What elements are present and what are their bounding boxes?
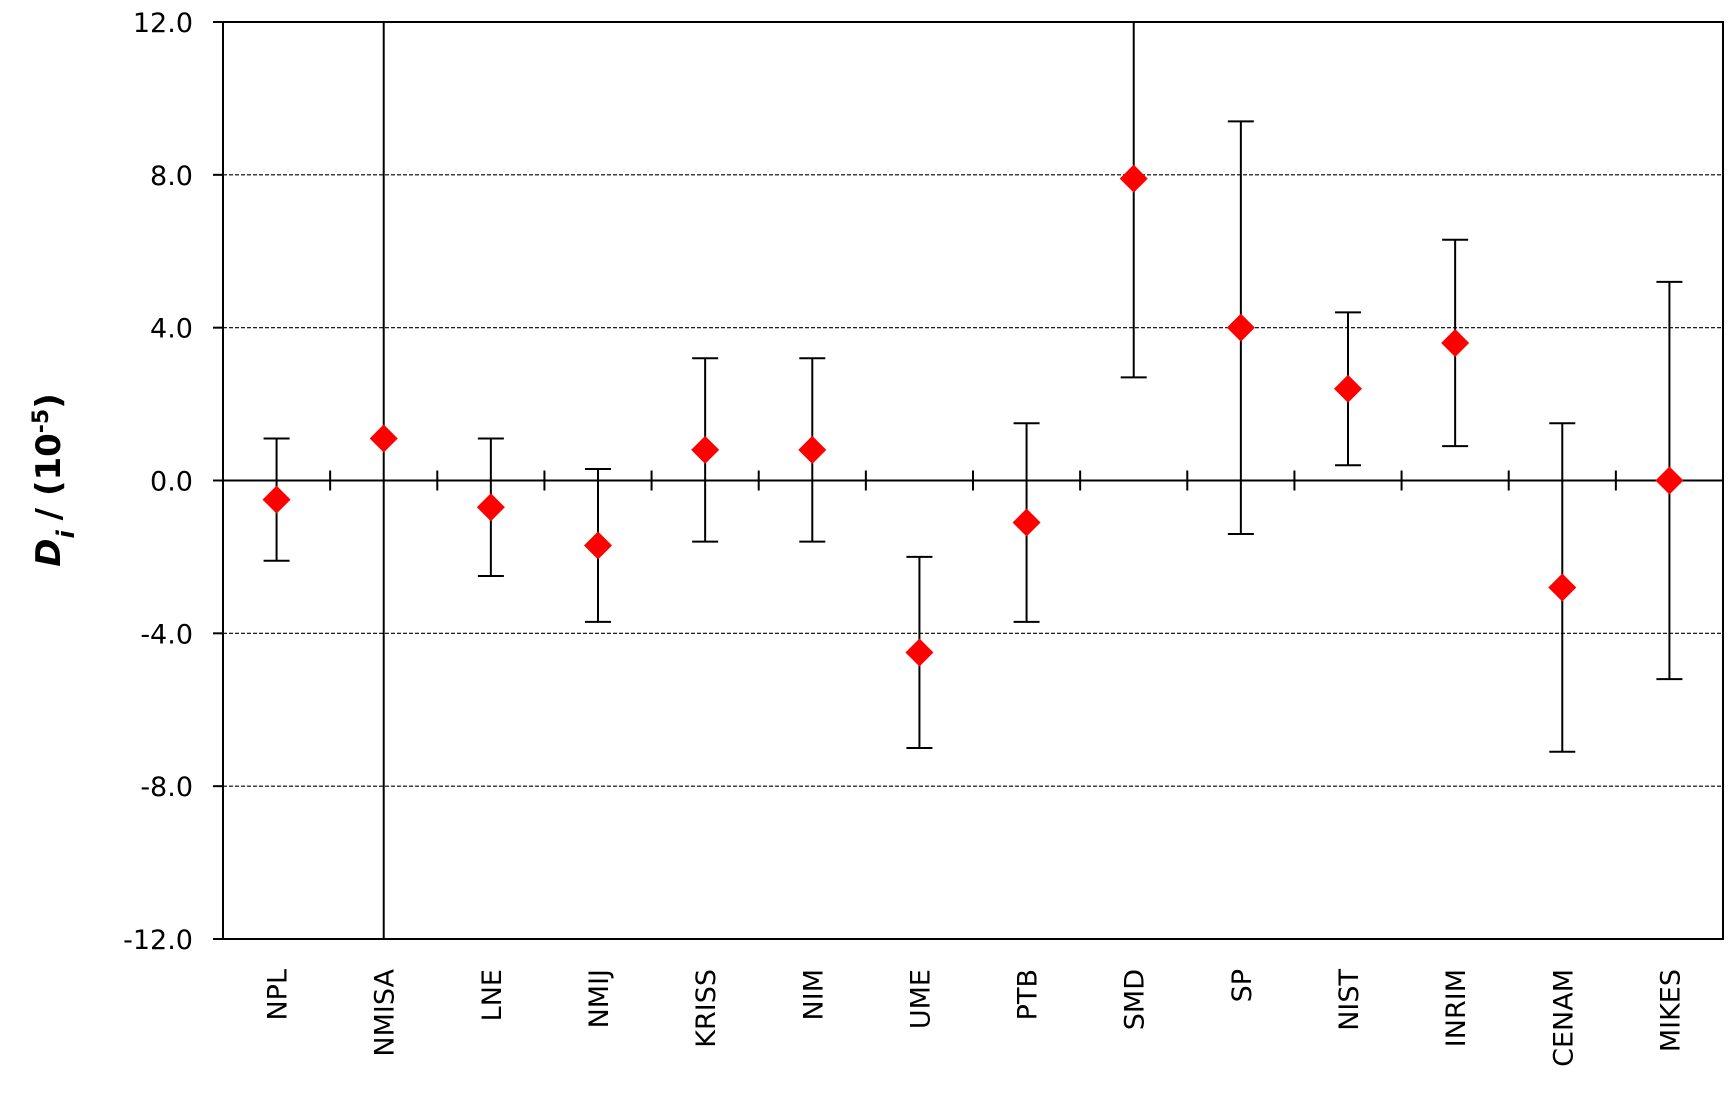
x-tick-label: PTB	[1013, 969, 1044, 1020]
data-point	[798, 435, 827, 464]
data-point	[476, 493, 505, 522]
data-point	[905, 638, 934, 667]
y-axis-label: Di / (10-5)	[29, 393, 81, 567]
y-tick-label: -4.0	[140, 619, 193, 650]
plot-area	[262, 22, 1684, 939]
data-point	[691, 435, 720, 464]
y-label-subscript: i	[52, 530, 80, 539]
x-tick-label: NIM	[798, 969, 829, 1020]
y-tick-label: 8.0	[150, 161, 193, 192]
data-point	[1441, 328, 1470, 357]
y-label-close: )	[29, 393, 69, 409]
y-tick-label: 12.0	[133, 8, 193, 39]
data-point	[1012, 508, 1041, 537]
data-point	[1119, 164, 1148, 193]
data-point	[1334, 374, 1362, 403]
y-tick-label: -8.0	[140, 772, 193, 803]
data-point	[584, 531, 612, 560]
x-tick-label: SMD	[1120, 969, 1151, 1030]
x-tick-label: LNE	[477, 969, 508, 1021]
x-tick-label: INRIM	[1441, 969, 1472, 1047]
x-tick-label: SP	[1227, 969, 1258, 1002]
x-tick-label: MIKES	[1655, 969, 1686, 1052]
x-tick-label: KRISS	[691, 969, 722, 1048]
x-tick-label: NMIJ	[584, 969, 615, 1028]
data-point	[1226, 313, 1255, 342]
y-tick-label: 4.0	[150, 314, 193, 345]
data-point	[1548, 573, 1577, 602]
x-tick-label: NPL	[263, 969, 294, 1021]
x-tick-label: UME	[905, 969, 936, 1029]
data-point	[262, 485, 291, 514]
x-tick-label: NMISA	[370, 968, 401, 1056]
y-label-symbol: D	[29, 539, 69, 567]
y-tick-label: 0.0	[150, 467, 193, 498]
data-point	[369, 424, 398, 453]
plot-frame	[222, 21, 1724, 940]
x-tick-label: NIST	[1334, 968, 1365, 1030]
x-tick-label: CENAM	[1548, 969, 1579, 1067]
y-label-exponent: -5	[29, 409, 54, 433]
data-point	[1655, 466, 1684, 495]
y-tick-label: -12.0	[123, 925, 193, 956]
y-label-unit: / (10	[29, 433, 69, 520]
